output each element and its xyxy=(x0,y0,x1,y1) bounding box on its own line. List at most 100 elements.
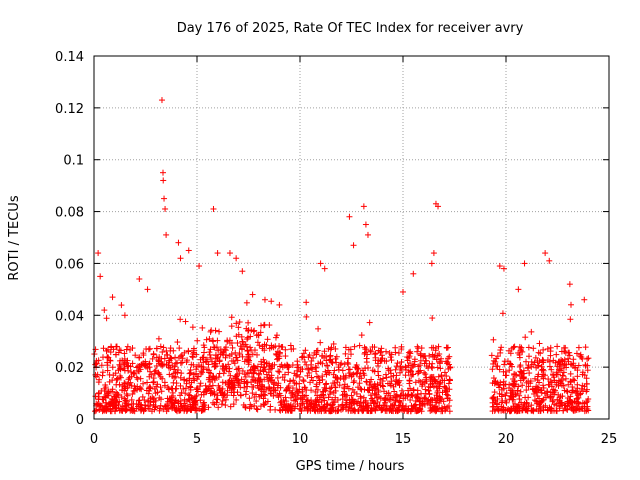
data-point xyxy=(421,394,428,401)
data-point xyxy=(226,352,233,359)
data-point xyxy=(567,378,574,385)
data-point xyxy=(264,336,271,343)
data-point xyxy=(129,360,136,367)
data-point xyxy=(157,384,164,391)
data-point xyxy=(247,367,254,374)
data-point xyxy=(103,347,110,354)
data-point xyxy=(503,389,510,396)
data-point xyxy=(192,393,199,400)
data-point xyxy=(579,371,586,378)
data-point xyxy=(177,316,184,323)
data-point xyxy=(261,401,268,408)
data-point xyxy=(362,349,369,356)
data-point xyxy=(121,387,128,394)
data-point xyxy=(500,382,507,389)
data-point xyxy=(446,361,453,368)
data-point xyxy=(282,353,289,360)
data-point xyxy=(550,374,557,381)
data-point xyxy=(313,383,320,390)
data-point xyxy=(520,374,527,381)
data-point xyxy=(512,390,519,397)
data-point xyxy=(355,365,362,372)
data-point xyxy=(300,377,307,384)
data-point xyxy=(315,325,322,332)
data-point xyxy=(126,346,133,353)
data-point xyxy=(410,371,417,378)
data-point xyxy=(498,393,505,400)
data-point xyxy=(534,377,541,384)
data-point xyxy=(215,404,222,411)
data-point xyxy=(206,351,213,358)
data-point xyxy=(560,382,567,389)
data-point xyxy=(502,392,509,399)
data-point xyxy=(571,377,578,384)
data-point xyxy=(291,405,298,412)
data-point xyxy=(301,404,308,411)
data-point xyxy=(130,369,137,376)
data-point xyxy=(555,391,562,398)
data-point xyxy=(371,383,378,390)
data-point xyxy=(405,354,412,361)
data-point xyxy=(197,397,204,404)
data-point xyxy=(514,387,521,394)
data-point xyxy=(407,397,414,404)
data-point xyxy=(255,331,262,338)
data-point xyxy=(254,339,261,346)
data-point xyxy=(491,389,498,396)
data-point xyxy=(334,408,341,415)
data-point xyxy=(517,362,524,369)
data-point xyxy=(303,398,310,405)
data-point xyxy=(397,392,404,399)
data-point xyxy=(148,408,155,415)
data-point xyxy=(250,384,257,391)
data-point xyxy=(288,407,295,414)
data-point xyxy=(575,400,582,407)
data-point xyxy=(574,387,581,394)
data-point xyxy=(209,382,216,389)
data-point xyxy=(390,383,397,390)
data-point xyxy=(204,356,211,363)
data-point xyxy=(309,377,316,384)
data-point xyxy=(338,360,345,367)
data-point-outlier xyxy=(136,275,143,282)
data-point xyxy=(308,358,315,365)
data-point xyxy=(167,355,174,362)
data-point xyxy=(236,318,243,325)
data-point xyxy=(305,354,312,361)
data-point xyxy=(277,363,284,370)
data-point xyxy=(187,383,194,390)
data-point xyxy=(517,346,524,353)
x-axis-label: GPS time / hours xyxy=(296,459,405,474)
data-point xyxy=(118,302,125,309)
data-point xyxy=(257,322,264,329)
data-point xyxy=(441,403,448,410)
data-point xyxy=(254,406,261,413)
data-point xyxy=(255,332,262,339)
data-point xyxy=(241,358,248,365)
data-point xyxy=(581,408,588,415)
data-point xyxy=(132,352,139,359)
data-point xyxy=(414,391,421,398)
data-point xyxy=(181,376,188,383)
data-point xyxy=(222,347,229,354)
data-point xyxy=(194,337,201,344)
data-point xyxy=(395,379,402,386)
data-point xyxy=(151,370,158,377)
data-point-outlier xyxy=(121,312,128,319)
data-point xyxy=(233,366,240,373)
data-point xyxy=(110,346,117,353)
data-point xyxy=(335,364,342,371)
data-point xyxy=(321,348,328,355)
data-point xyxy=(281,371,288,378)
data-point xyxy=(313,399,320,406)
data-point xyxy=(442,388,449,395)
data-point xyxy=(538,363,545,370)
data-point xyxy=(382,405,389,412)
data-point xyxy=(416,362,423,369)
data-point xyxy=(267,366,274,373)
data-point xyxy=(519,382,526,389)
data-point xyxy=(358,386,365,393)
data-point xyxy=(249,373,256,380)
data-point xyxy=(261,391,268,398)
data-point xyxy=(189,324,196,331)
